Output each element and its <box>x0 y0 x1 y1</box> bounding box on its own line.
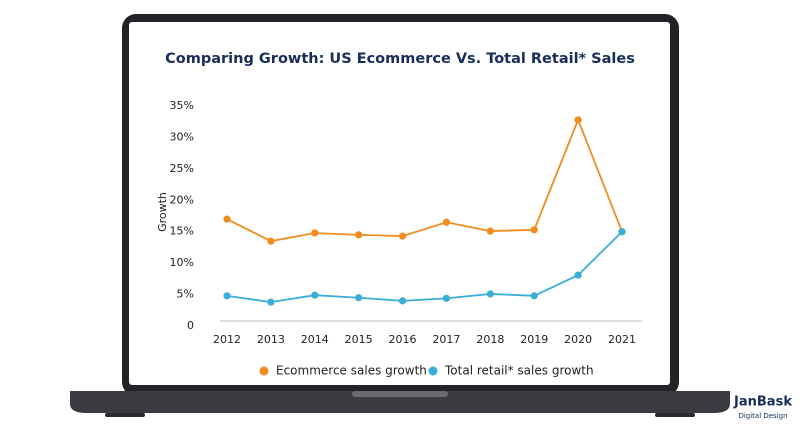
data-point <box>398 297 407 305</box>
data-point <box>530 292 538 300</box>
x-tick-label: 2019 <box>520 333 548 346</box>
x-tick-label: 2014 <box>301 333 329 346</box>
data-point <box>442 294 451 302</box>
chart-title: Comparing Growth: US Ecommerce Vs. Total… <box>165 51 635 67</box>
x-tick-label: 2020 <box>564 333 592 346</box>
legend-label: Ecommerce sales growth <box>276 364 427 378</box>
legend-marker <box>428 366 438 376</box>
data-point <box>267 237 275 245</box>
x-tick-label: 2012 <box>213 333 241 346</box>
data-point <box>574 271 582 279</box>
y-axis-label: Growth <box>156 192 169 232</box>
data-point <box>267 298 275 306</box>
x-tick-label: 2015 <box>345 333 373 346</box>
y-tick-label: 15% <box>170 225 194 238</box>
data-point <box>618 228 626 236</box>
data-point <box>486 227 494 235</box>
screen <box>129 22 670 385</box>
brand-name: JanBask <box>733 395 792 410</box>
series-line <box>226 231 623 304</box>
data-point <box>223 292 231 300</box>
y-tick-label: 0 <box>187 319 194 332</box>
data-point <box>574 116 582 124</box>
y-tick-label: 30% <box>170 130 194 143</box>
laptop-foot <box>105 413 145 417</box>
y-tick-label: 10% <box>170 256 194 269</box>
data-point <box>223 215 231 223</box>
x-tick-label: 2018 <box>476 333 504 346</box>
x-tick-label: 2017 <box>432 333 460 346</box>
laptop-foot <box>655 413 695 417</box>
laptop-notch <box>352 391 448 397</box>
y-tick-label: 20% <box>170 193 194 206</box>
data-point <box>530 226 538 234</box>
y-tick-label: 5% <box>177 288 194 301</box>
legend-label: Total retail* sales growth <box>444 364 594 378</box>
legend-marker <box>259 366 269 376</box>
series-line <box>226 117 623 243</box>
x-tick-label: 2013 <box>257 333 285 346</box>
x-tick-label: 2016 <box>389 333 417 346</box>
data-point <box>355 294 363 302</box>
data-point <box>486 290 494 298</box>
data-point <box>398 232 407 240</box>
data-point <box>311 229 319 237</box>
data-point <box>311 291 319 299</box>
brand-tagline: Digital Design <box>738 412 787 420</box>
x-tick-label: 2021 <box>608 333 636 346</box>
laptop-base <box>70 391 730 413</box>
data-point <box>355 231 363 239</box>
y-tick-label: 35% <box>170 99 194 112</box>
y-tick-label: 25% <box>170 162 194 175</box>
data-point <box>442 218 451 226</box>
